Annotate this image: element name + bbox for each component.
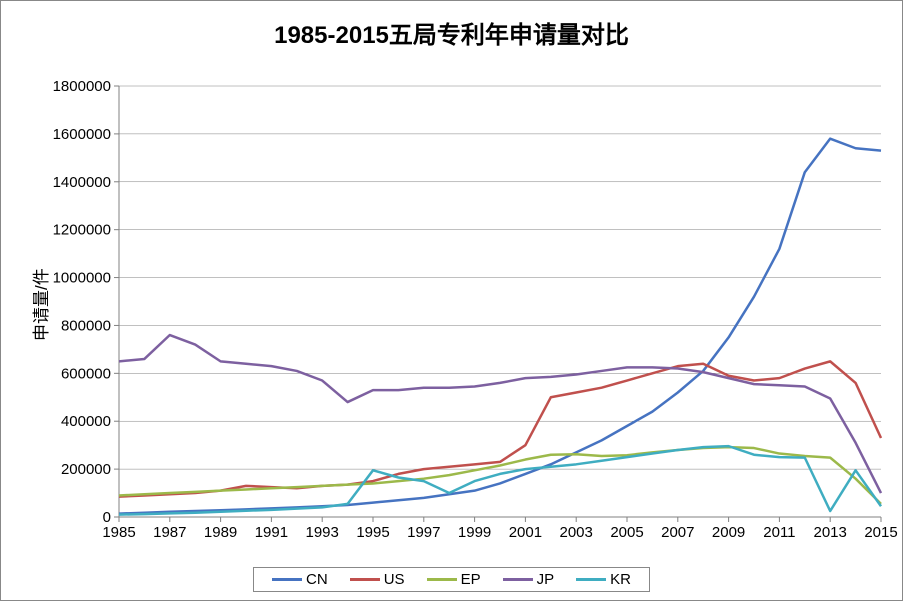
y-tick-label: 1600000 [53, 126, 111, 143]
chart-container: 1985-2015五局专利年申请量对比 申请量/件 02000004000006… [0, 0, 903, 601]
y-tick-label: 600000 [61, 365, 111, 382]
x-tick-label: 2005 [610, 524, 643, 541]
y-tick-label: 1000000 [53, 270, 111, 287]
x-tick-label: 1997 [407, 524, 440, 541]
x-tick-label: 1989 [204, 524, 237, 541]
x-tick-label: 1985 [102, 524, 135, 541]
series-line-kr [119, 446, 881, 514]
x-tick-label: 1987 [153, 524, 186, 541]
y-tick-label: 200000 [61, 461, 111, 478]
legend-swatch [272, 578, 302, 581]
legend-label: KR [610, 571, 631, 588]
series-line-cn [119, 139, 881, 514]
x-tick-label: 1993 [306, 524, 339, 541]
chart-svg: 0200000400000600000800000100000012000001… [1, 1, 903, 602]
legend-item-jp: JP [503, 571, 555, 588]
x-tick-label: 1999 [458, 524, 491, 541]
x-tick-label: 1995 [356, 524, 389, 541]
legend-swatch [503, 578, 533, 581]
x-tick-label: 2015 [864, 524, 897, 541]
legend: CN US EP JP KR [1, 567, 902, 592]
x-tick-label: 1991 [255, 524, 288, 541]
legend-swatch [427, 578, 457, 581]
x-tick-label: 2007 [661, 524, 694, 541]
legend-label: CN [306, 571, 328, 588]
legend-label: JP [537, 571, 555, 588]
y-tick-label: 400000 [61, 413, 111, 430]
legend-item-us: US [350, 571, 405, 588]
y-tick-label: 1800000 [53, 78, 111, 95]
legend-item-cn: CN [272, 571, 328, 588]
x-tick-label: 2013 [814, 524, 847, 541]
legend-swatch [576, 578, 606, 581]
legend-label: EP [461, 571, 481, 588]
y-tick-label: 1400000 [53, 174, 111, 191]
x-tick-label: 2003 [560, 524, 593, 541]
legend-item-ep: EP [427, 571, 481, 588]
x-tick-label: 2011 [763, 524, 795, 541]
y-tick-label: 800000 [61, 317, 111, 334]
legend-label: US [384, 571, 405, 588]
legend-swatch [350, 578, 380, 581]
y-tick-label: 1200000 [53, 222, 111, 239]
x-tick-label: 2009 [712, 524, 745, 541]
legend-item-kr: KR [576, 571, 631, 588]
x-tick-label: 2001 [509, 524, 542, 541]
